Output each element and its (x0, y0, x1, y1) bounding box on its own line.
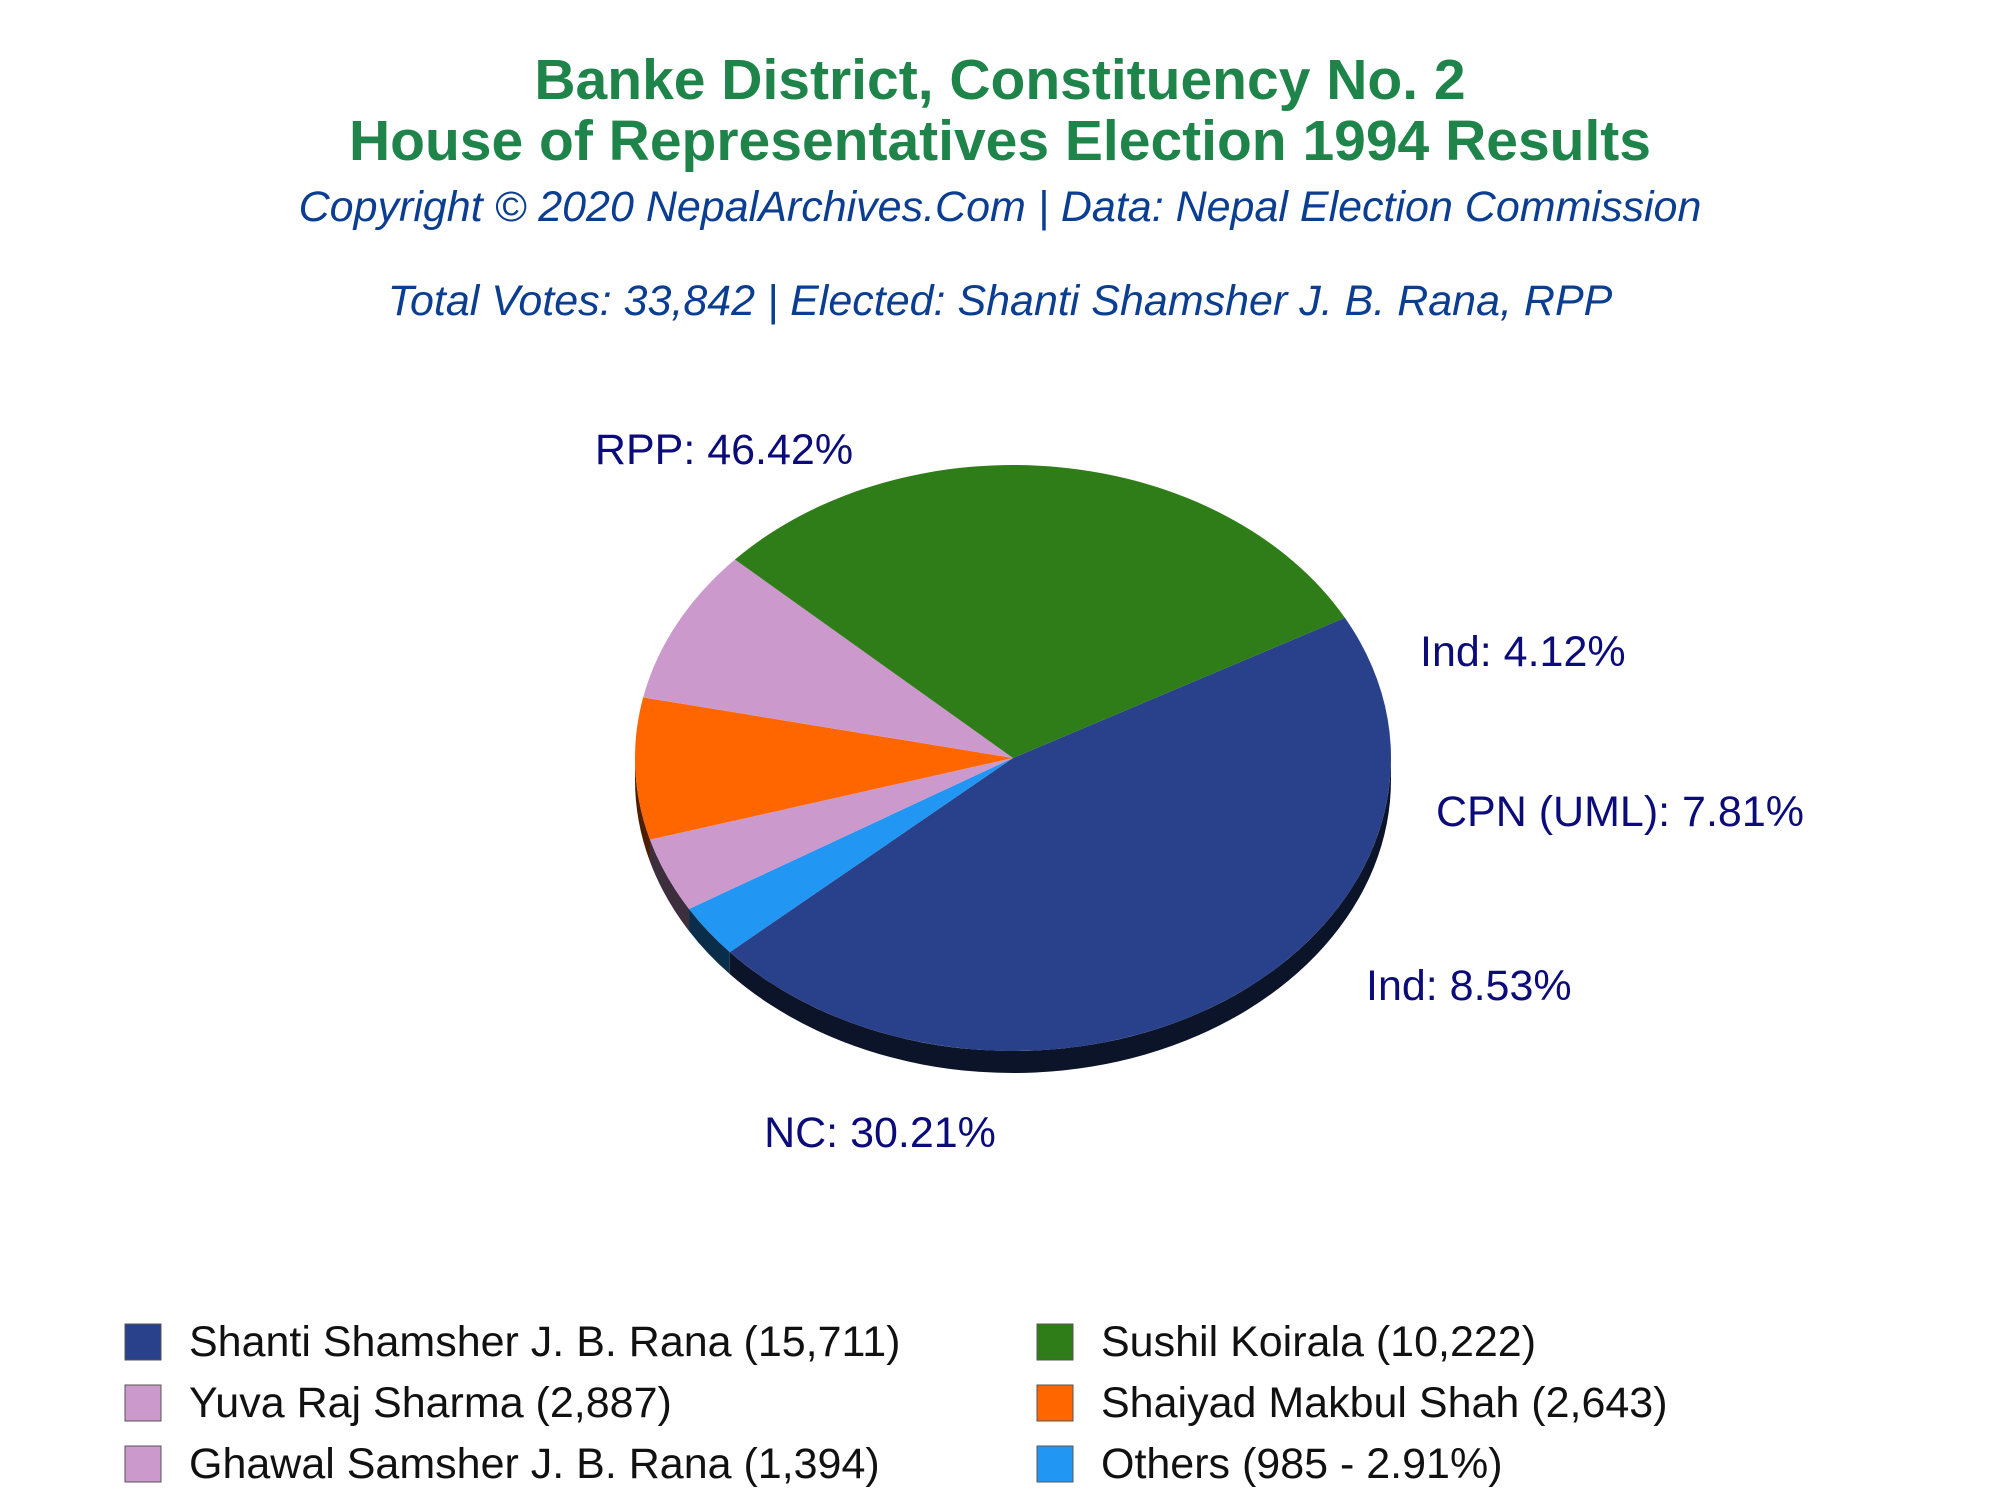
pie-slice-ind-8-53 (643, 559, 1013, 758)
summary-text: Total Votes: 33,842 | Elected: Shanti Sh… (387, 277, 1613, 325)
slice-label-cpn-uml-7-81: CPN (UML): 7.81% (1436, 788, 1804, 836)
copyright-text: Copyright © 2020 NepalArchives.Com | Dat… (298, 183, 1702, 231)
slice-label-ind-4-12: Ind: 4.12% (1420, 628, 1626, 676)
pie-slices (635, 464, 1391, 1051)
slice-label-nc-30-21: NC: 30.21% (764, 1109, 996, 1157)
legend: Shanti Shamsher J. B. Rana (15,711) Sushi… (124, 1318, 1668, 1488)
legend-entry: Shanti Shamsher J. B. Rana (15,711) (189, 1318, 900, 1366)
pie-slice-rpp-46-42 (729, 617, 1391, 1051)
legend-entry: Yuva Raj Sharma (2,887) (189, 1379, 672, 1427)
chart-title-line1: Banke District, Constituency No. 2 (534, 48, 1466, 112)
legend-swatch (124, 1323, 162, 1361)
pie-slice-others (689, 758, 1013, 953)
pie-depth (635, 758, 1391, 1073)
pie-slice-nc-30-21 (734, 464, 1345, 758)
pie-slice-cpn-uml-7-81 (635, 697, 1013, 840)
pie-slice-ind-4-12 (649, 758, 1013, 909)
slice-label-rpp-46-42: RPP: 46.42% (595, 426, 853, 474)
legend-swatch (1036, 1445, 1074, 1483)
legend-entry: Others (985 - 2.91%) (1101, 1440, 1503, 1488)
legend-swatch (1036, 1384, 1074, 1422)
legend-entry: Sushil Koirala (10,222) (1101, 1318, 1536, 1366)
legend-entry: Ghawal Samsher J. B. Rana (1,394) (189, 1440, 880, 1488)
slice-label-ind-8-53: Ind: 8.53% (1366, 962, 1572, 1010)
pie-side-3 (635, 758, 650, 862)
slice-labels: RPP: 46.42% Ind: 4.12% CPN (UML): 7.81% Ind… (595, 426, 1804, 1157)
legend-swatch (1036, 1323, 1074, 1361)
legend-swatch (124, 1384, 162, 1422)
pie-side-2 (649, 839, 690, 931)
chart-title-line2: House of Representatives Election 1994 R… (349, 109, 1651, 173)
legend-entry: Shaiyad Makbul Shah (2,643) (1101, 1379, 1668, 1427)
legend-swatch (124, 1445, 162, 1483)
pie-side-1 (689, 908, 730, 975)
